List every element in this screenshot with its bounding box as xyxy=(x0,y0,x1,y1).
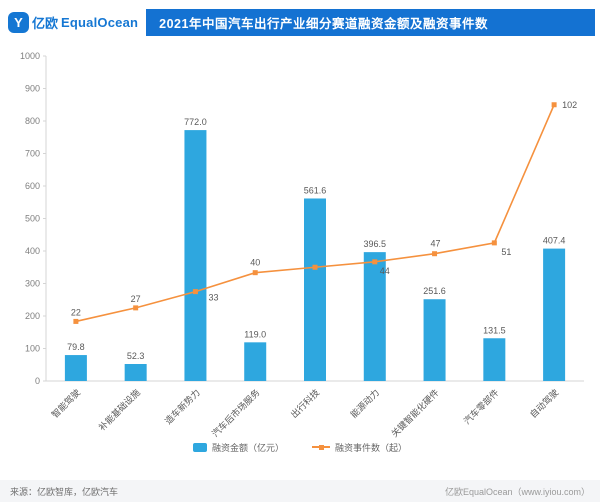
x-category-label: 造车新势力 xyxy=(162,387,202,427)
logo-brand-en: EqualOcean xyxy=(61,15,139,30)
bar-value-label: 79.8 xyxy=(67,342,85,352)
combo-chart: 0 100 200 300 400 500 600 700 800 900 1000 79.8 52.3… xyxy=(20,51,584,438)
line-value-label: 51 xyxy=(501,247,511,257)
bar[interactable] xyxy=(124,364,147,381)
y-tick-label: 300 xyxy=(25,279,40,289)
line-series-label: 融资事件数（起） xyxy=(335,442,408,453)
y-tick-label: 0 xyxy=(35,376,40,386)
bar[interactable] xyxy=(543,248,566,381)
bar[interactable] xyxy=(64,355,87,381)
equalocean-logo: Y 亿欧 EqualOcean xyxy=(8,12,138,33)
y-tick-label: 400 xyxy=(25,246,40,256)
bar[interactable] xyxy=(423,299,446,381)
bar[interactable] xyxy=(184,130,207,381)
y-tick-label: 1000 xyxy=(20,51,40,61)
bar-value-label: 52.3 xyxy=(127,351,145,361)
footer: 来源：亿欧智库，亿欧汽车 亿欧EqualOcean（www.iyiou.com） xyxy=(0,480,600,502)
logo-brand-cn: 亿欧 xyxy=(32,16,59,31)
y-tick-label: 700 xyxy=(25,149,40,159)
line-series-swatch xyxy=(312,443,330,452)
y-tick-label: 900 xyxy=(25,84,40,94)
bar[interactable] xyxy=(363,252,386,381)
chart-legend: 融资金额（亿元） 融资事件数（起） xyxy=(0,440,600,454)
y-tick-label: 800 xyxy=(25,116,40,126)
line-marker[interactable] xyxy=(372,259,378,265)
equalocean-logo-icon: Y xyxy=(8,12,29,33)
bar-value-label: 407.4 xyxy=(543,236,566,246)
bar-value-label: 119.0 xyxy=(244,329,266,339)
line-marker[interactable] xyxy=(491,240,497,246)
bar-series-swatch xyxy=(192,442,207,452)
line-value-label: 102 xyxy=(562,100,577,110)
x-category-label: 补能基础设施 xyxy=(96,387,142,433)
line-marker[interactable] xyxy=(312,264,318,270)
bar[interactable] xyxy=(304,198,326,381)
line-value-label: 22 xyxy=(71,307,81,317)
y-tick-label: 100 xyxy=(25,344,40,354)
line-marker[interactable] xyxy=(432,251,438,257)
line-marker[interactable] xyxy=(133,305,139,311)
line-marker[interactable] xyxy=(252,270,258,276)
x-category-label: 汽车零部件 xyxy=(461,387,501,427)
y-tick-label: 600 xyxy=(25,181,40,191)
x-category-label: 自动驾驶 xyxy=(527,387,560,420)
bar-value-label: 396.5 xyxy=(364,239,387,249)
legend-item-bar[interactable]: 融资金额（亿元） xyxy=(192,441,284,454)
y-tick-label: 200 xyxy=(25,311,40,321)
bar[interactable] xyxy=(244,342,267,381)
bar-value-label: 561.6 xyxy=(304,185,327,195)
bar-value-label: 772.0 xyxy=(184,117,207,127)
source-note: 来源：亿欧智库，亿欧汽车 xyxy=(10,486,119,497)
title-banner: 2021年中国汽车出行产业细分赛道融资金额及融资事件数 xyxy=(146,9,595,36)
line-value-label: 27 xyxy=(131,294,141,304)
logo-glyph: Y xyxy=(14,15,23,30)
line-swatch-marker xyxy=(318,444,324,450)
line-marker[interactable] xyxy=(73,318,79,324)
x-category-label: 能源动力 xyxy=(348,387,381,420)
x-category-label: 出行科技 xyxy=(288,387,321,420)
x-category-label: 智能驾驶 xyxy=(49,387,82,420)
header: Y 亿欧 EqualOcean 2021年中国汽车出行产业细分赛道融资金额及融资… xyxy=(0,0,600,36)
line-marker[interactable] xyxy=(192,289,198,295)
x-category-label: 关键智能化硬件 xyxy=(389,387,441,438)
legend-item-line[interactable]: 融资事件数（起） xyxy=(312,441,407,454)
bar[interactable] xyxy=(483,338,506,381)
bar-series-label: 融资金额（亿元） xyxy=(211,442,284,453)
line-value-label: 40 xyxy=(250,258,260,268)
line-value-label: 33 xyxy=(208,293,218,303)
y-tick-label: 500 xyxy=(25,214,40,224)
x-category-label: 汽车后市场服务 xyxy=(209,387,261,438)
site-credit: 亿欧EqualOcean（www.iyiou.com） xyxy=(444,486,590,497)
line-value-label: 47 xyxy=(431,239,441,249)
bar-value-label: 251.6 xyxy=(423,286,446,296)
line-value-label: 44 xyxy=(380,266,390,276)
bar-value-label: 131.5 xyxy=(483,325,506,335)
line-marker[interactable] xyxy=(551,102,557,108)
page-title: 2021年中国汽车出行产业细分赛道融资金额及融资事件数 xyxy=(159,17,488,31)
